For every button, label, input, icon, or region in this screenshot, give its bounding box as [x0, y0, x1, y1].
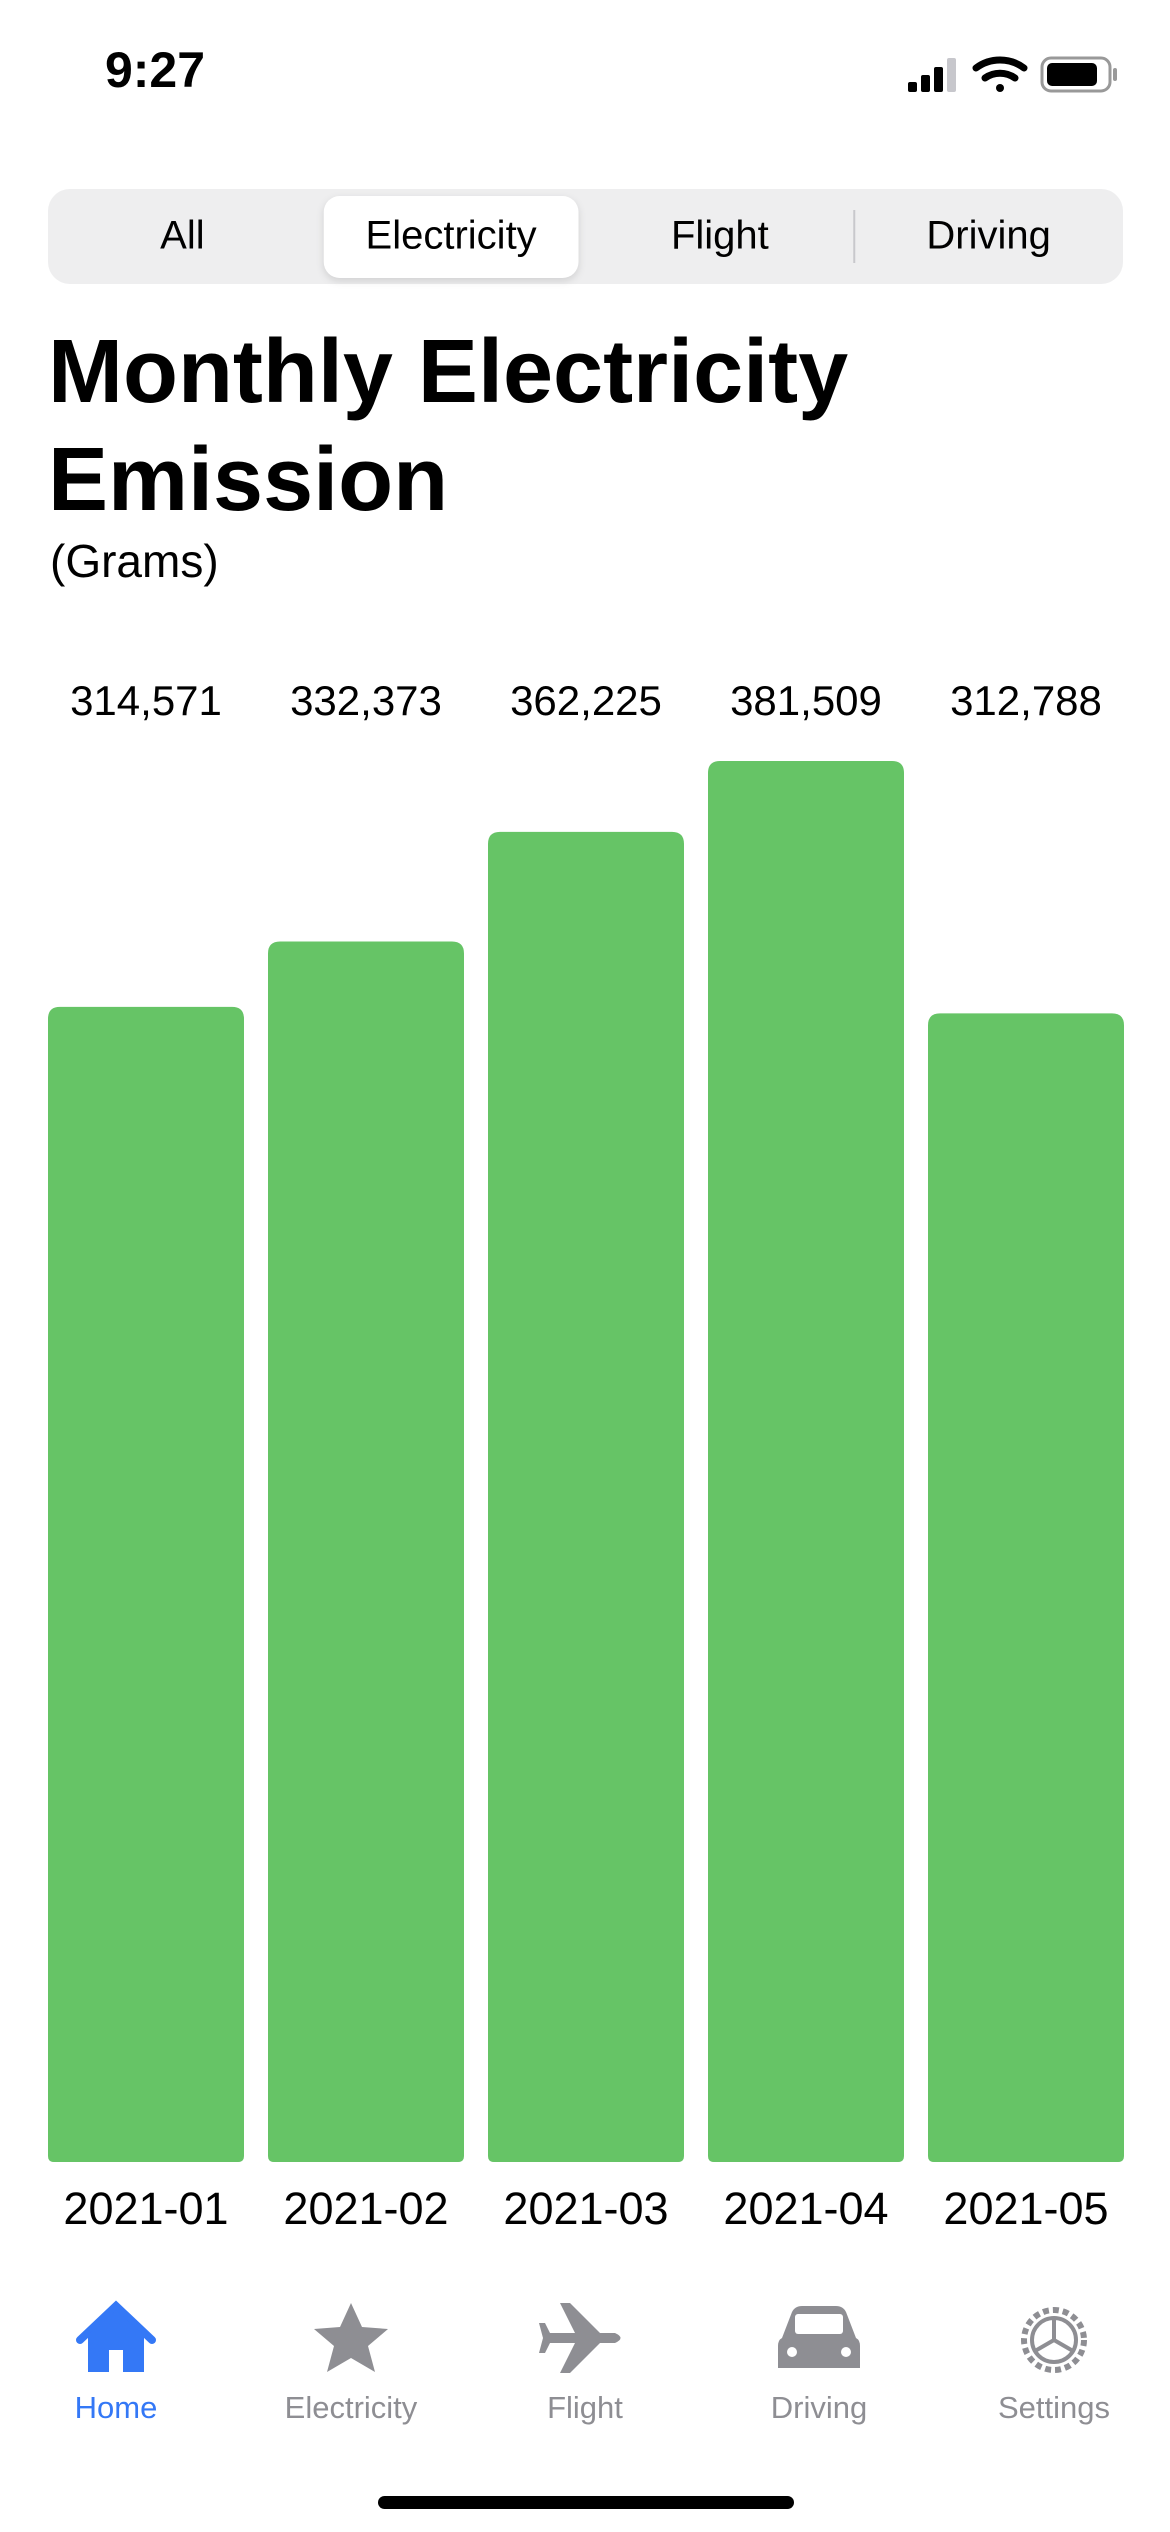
segment-label[interactable]: All — [160, 214, 204, 258]
tab-label[interactable]: Flight — [547, 2390, 623, 2425]
value-label: 381,509 — [730, 677, 882, 724]
gear-icon — [1021, 2307, 1087, 2373]
home-indicator — [378, 2496, 794, 2509]
tab-label[interactable]: Settings — [998, 2390, 1110, 2425]
car-light — [841, 2347, 851, 2357]
car-light — [787, 2347, 797, 2357]
segment-label[interactable]: Driving — [926, 214, 1050, 258]
value-label: 332,373 — [290, 677, 442, 724]
segment-label[interactable]: Electricity — [366, 214, 537, 258]
status-time: 9:27 — [105, 42, 205, 98]
x-tick-label: 2021-01 — [63, 2183, 228, 2234]
tab-label[interactable]: Home — [75, 2390, 158, 2425]
tab-item[interactable]: Electricity — [285, 2303, 418, 2425]
bar — [488, 831, 684, 2162]
home-icon-door — [109, 2350, 123, 2372]
segment-label[interactable]: Flight — [671, 214, 769, 258]
signal-icon — [908, 58, 956, 92]
segment-selected-bg — [323, 196, 579, 278]
x-tick-label: 2021-04 — [723, 2183, 888, 2234]
tab-item[interactable]: Home — [75, 2300, 158, 2425]
plane-icon — [539, 2303, 621, 2373]
tab-item[interactable]: Driving — [771, 2306, 867, 2425]
value-label: 314,571 — [70, 677, 222, 724]
star-icon — [314, 2303, 388, 2372]
battery-icon — [1040, 56, 1117, 93]
home-icon — [76, 2300, 156, 2344]
x-tick-label: 2021-02 — [283, 2183, 448, 2234]
car-window — [795, 2314, 843, 2334]
value-label: 362,225 — [510, 677, 662, 724]
wifi-icon — [972, 56, 1028, 92]
bar — [48, 1006, 244, 2162]
gear-spokes — [1033, 2318, 1075, 2353]
tab-label[interactable]: Driving — [771, 2390, 867, 2425]
bar — [268, 941, 464, 2162]
tab-item[interactable]: Flight — [539, 2303, 623, 2425]
home-icon-body — [88, 2310, 144, 2372]
chart-subtitle: (Grams) — [50, 535, 219, 587]
x-tick-label: 2021-05 — [943, 2183, 1108, 2234]
chart-title: Monthly Electricity Emission — [48, 322, 849, 530]
value-label: 312,788 — [950, 677, 1102, 724]
tab-label[interactable]: Electricity — [285, 2390, 418, 2425]
x-tick-label: 2021-03 — [503, 2183, 668, 2234]
bar — [708, 761, 904, 2162]
bar — [928, 1013, 1124, 2162]
tab-item[interactable]: Settings — [998, 2307, 1110, 2425]
